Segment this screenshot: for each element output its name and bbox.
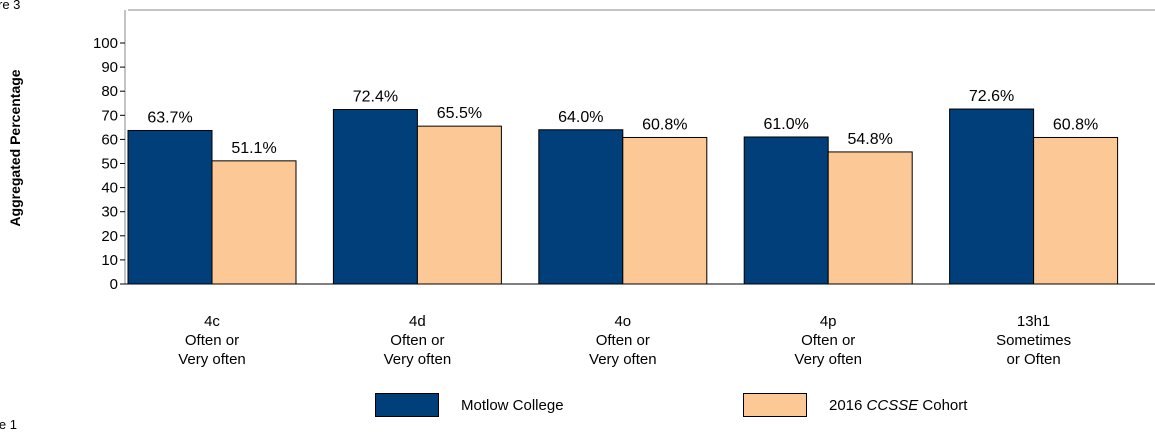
data-label: 65.5% xyxy=(437,105,482,122)
x-tick-label: Sometimes xyxy=(996,332,1071,349)
data-label: 63.7% xyxy=(147,109,192,126)
x-tick-label: Often or xyxy=(801,332,855,349)
x-tick-label: Very often xyxy=(384,351,452,368)
x-tick-label: Often or xyxy=(185,332,239,349)
bar-chart: 0 10 20 30 40 50 60 70 80 90 100 Aggregated Percent… xyxy=(7,9,1155,368)
bar xyxy=(211,160,297,285)
bar xyxy=(416,125,502,285)
x-tick-label: Very often xyxy=(794,351,862,368)
x-tick-label: 13h1 xyxy=(1017,313,1050,330)
legend-label-cohort-suffix: Cohort xyxy=(918,396,968,414)
y-tick-label: 50 xyxy=(101,156,118,173)
x-tick-label: or Often xyxy=(1006,351,1060,368)
y-axis-title: Aggregated Percentage xyxy=(7,69,23,226)
x-tick-label: Very often xyxy=(589,351,657,368)
corner-label-bottom: le 1 xyxy=(0,417,17,432)
bar xyxy=(332,109,418,285)
legend-item-cohort: 2016 CCSSE Cohort xyxy=(743,392,967,418)
x-tick-label: 4p xyxy=(820,313,837,330)
x-tick-label: Often or xyxy=(390,332,444,349)
data-label: 51.1% xyxy=(231,140,276,157)
bar xyxy=(827,151,913,285)
y-tick-label: 40 xyxy=(101,180,118,197)
y-tick-label: 60 xyxy=(101,131,118,148)
y-tick-label: 90 xyxy=(101,59,118,76)
legend-label-motlow: Motlow College xyxy=(461,396,564,414)
legend-item-motlow: Motlow College xyxy=(375,392,564,418)
legend-label-cohort: 2016 CCSSE Cohort xyxy=(829,397,967,414)
legend-label-cohort-prefix: 2016 xyxy=(829,396,867,414)
data-label: 61.0% xyxy=(764,116,809,133)
data-label: 64.0% xyxy=(558,109,603,126)
data-label: 72.4% xyxy=(353,89,398,106)
bar xyxy=(127,129,213,285)
legend-swatch-cohort xyxy=(743,393,807,417)
data-label: 54.8% xyxy=(848,131,893,148)
y-tick-label: 80 xyxy=(101,83,118,100)
bar xyxy=(538,129,624,285)
y-tick-label: 20 xyxy=(101,228,118,245)
y-tick-label: 70 xyxy=(101,107,118,124)
x-tick-label: Often or xyxy=(596,332,650,349)
x-tick-label: 4c xyxy=(204,313,220,330)
y-tick-label: 10 xyxy=(101,252,118,269)
data-label: 72.6% xyxy=(969,88,1014,105)
bar xyxy=(622,136,708,285)
bar xyxy=(949,108,1035,285)
x-tick-label: 4d xyxy=(409,313,426,330)
legend-label-cohort-italic: CCSSE xyxy=(866,396,919,414)
bar xyxy=(1033,136,1119,285)
y-tick-label: 30 xyxy=(101,204,118,221)
corner-label-top: re 3 xyxy=(0,0,21,12)
data-label: 60.8% xyxy=(1053,116,1098,133)
legend-swatch-motlow xyxy=(375,393,439,417)
y-tick-label: 100 xyxy=(93,35,118,52)
x-tick-label: 4o xyxy=(614,313,631,330)
bar xyxy=(743,136,829,285)
x-tick-label: Very often xyxy=(178,351,246,368)
data-label: 60.8% xyxy=(642,116,687,133)
y-tick-label: 0 xyxy=(110,276,118,293)
